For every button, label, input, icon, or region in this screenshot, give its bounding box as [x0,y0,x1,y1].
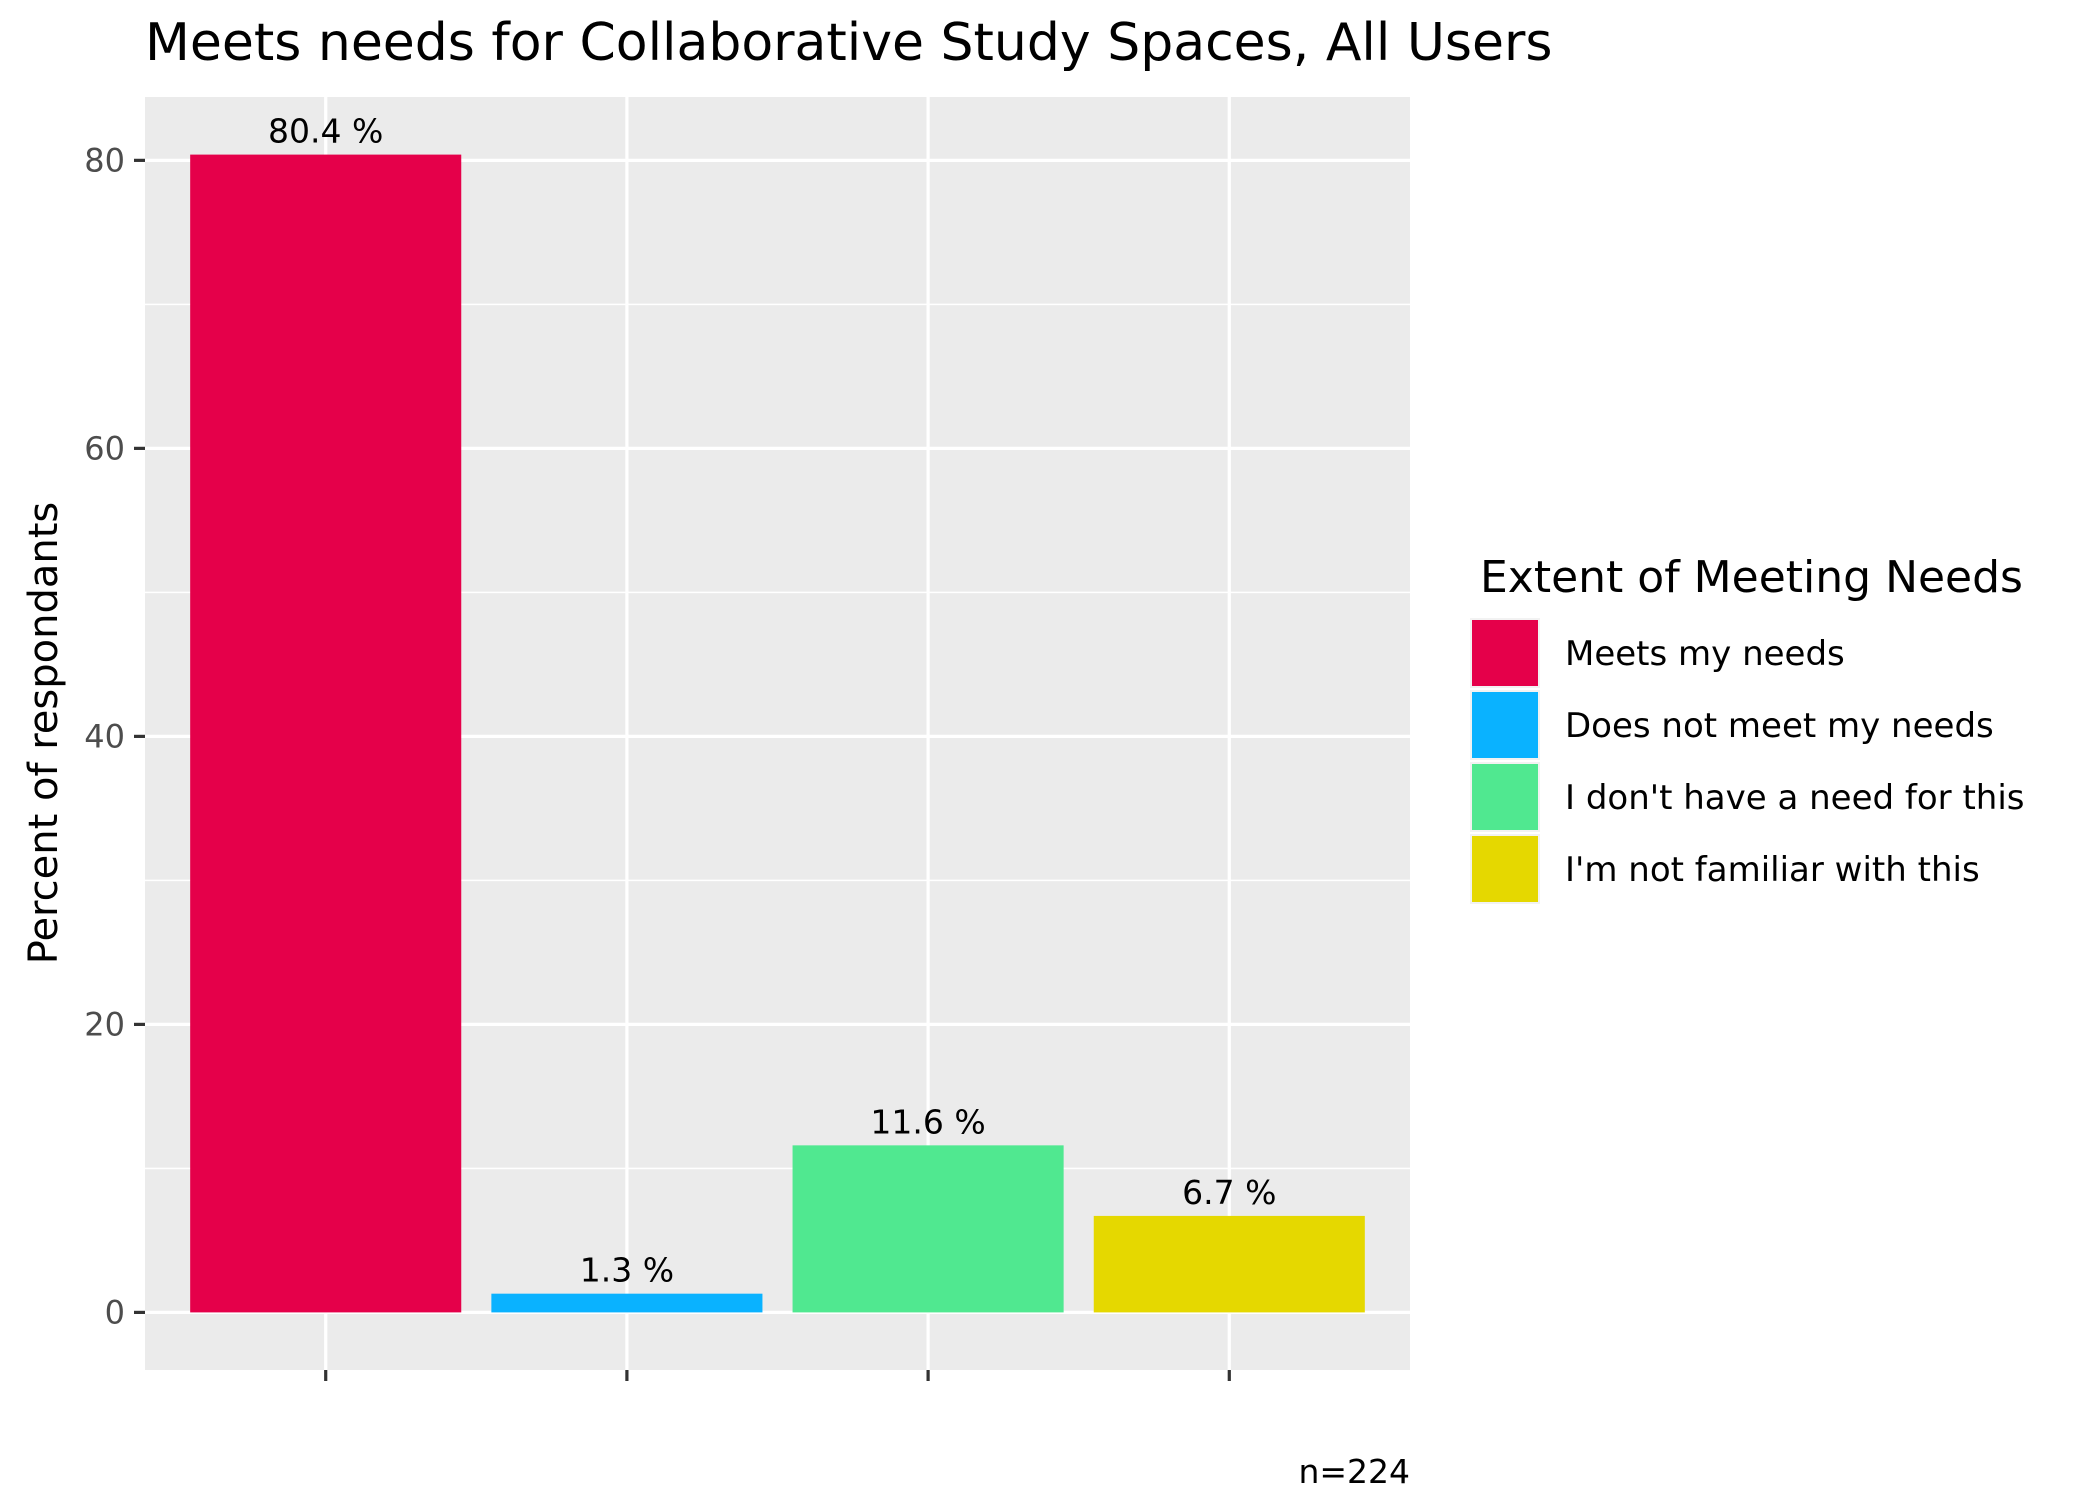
chart-title: Meets needs for Collaborative Study Spac… [145,13,1552,73]
legend-title: Extent of Meeting Needs [1480,552,2023,603]
y-axis: 0 20 40 60 80 [84,141,145,1331]
legend-label: Meets my needs [1565,634,1845,674]
legend-swatch [1472,620,1538,686]
bar-value-label: 6.7 % [1182,1173,1276,1212]
legend-label: I don't have a need for this [1565,778,2025,818]
bar [491,1293,763,1313]
bar-value-label: 1.3 % [580,1251,674,1290]
y-tick-label: 60 [84,429,125,467]
y-axis-title: Percent of respondants [21,502,67,965]
chart-caption: n=224 [1298,1452,1410,1491]
bars [190,154,1365,1313]
bar-value-labels: 80.4 % 1.3 % 11.6 % 6.7 % [268,112,1276,1290]
bar-value-label: 11.6 % [870,1102,985,1141]
legend: Extent of Meeting Needs Meets my needs Do… [1470,552,2025,904]
legend-items: Meets my needs Does not meet my needs I do… [1470,618,2025,904]
y-tick-label: 20 [84,1005,125,1043]
legend-swatch [1472,836,1538,902]
legend-swatch [1472,764,1538,830]
legend-swatch [1472,692,1538,758]
bar [792,1145,1064,1313]
y-tick-label: 0 [105,1293,125,1331]
y-tick-label: 80 [84,141,125,179]
legend-label: Does not meet my needs [1565,706,1994,746]
bar [1093,1215,1365,1313]
y-tick-label: 40 [84,717,125,755]
x-axis [324,1370,1231,1381]
bar [190,154,462,1313]
bar-value-label: 80.4 % [268,112,383,151]
legend-label: I'm not familiar with this [1565,850,1980,890]
